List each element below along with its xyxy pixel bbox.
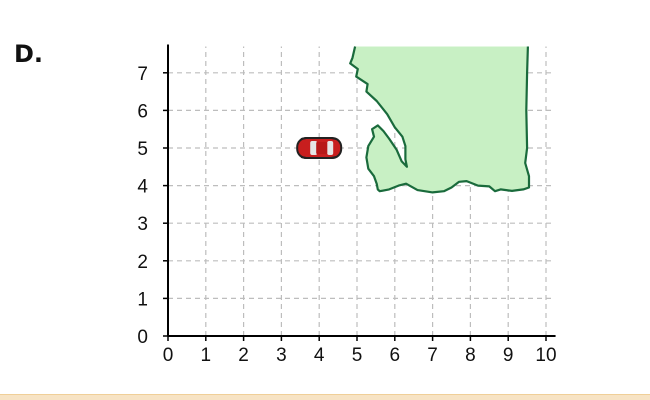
axes [167,44,556,337]
x-tick-label: 5 [352,345,363,366]
y-tick-labels: 0 1 2 3 4 5 6 7 [137,64,168,348]
grid-lines [168,46,554,336]
y-tick-label: 4 [137,177,148,198]
y-tick-label: 6 [137,101,148,122]
y-tick-label: 7 [137,64,148,85]
car-icon [296,137,343,159]
x-tick-label: 2 [238,345,249,366]
x-tick-label: 1 [201,345,212,366]
y-tick-label: 5 [137,139,148,160]
x-tick-label: 10 [535,345,556,366]
x-tick-label: 8 [465,345,476,366]
y-tick-label: 2 [137,252,148,273]
y-tick-label: 1 [137,289,148,310]
x-tick-label: 4 [314,345,325,366]
option-label: D. [14,40,44,68]
bottom-bar [0,394,650,400]
y-tick-label: 3 [137,214,148,235]
x-tick-label: 3 [276,345,287,366]
x-tick-labels: 0 1 2 3 4 5 6 7 8 9 10 [163,336,557,366]
x-tick-label: 6 [390,345,401,366]
lake-region [349,46,531,194]
x-tick-label: 9 [503,345,514,366]
x-tick-label: 0 [163,345,174,366]
x-tick-label: 7 [427,345,438,366]
y-tick-label: 0 [137,327,148,348]
